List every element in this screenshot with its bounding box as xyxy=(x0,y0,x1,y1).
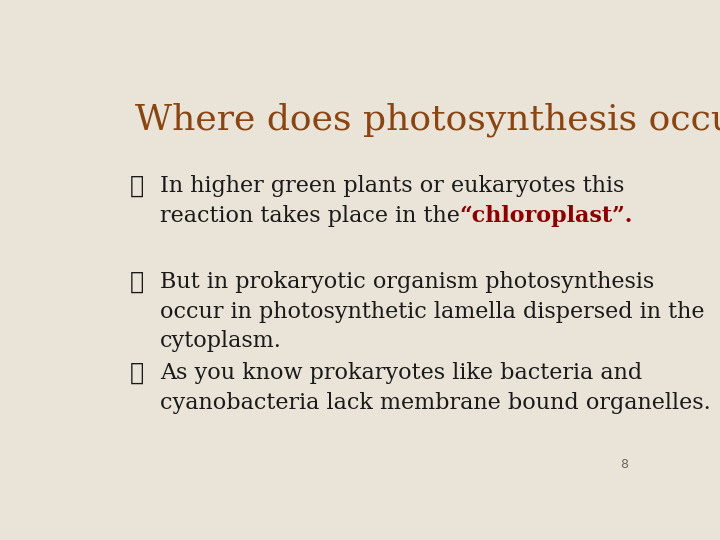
Text: ❖: ❖ xyxy=(130,362,144,385)
Text: Where does photosynthesis occur?: Where does photosynthesis occur? xyxy=(135,102,720,137)
Text: cyanobacteria lack membrane bound organelles.: cyanobacteria lack membrane bound organe… xyxy=(160,392,711,414)
Text: ❖: ❖ xyxy=(130,175,144,198)
Text: occur in photosynthetic lamella dispersed in the: occur in photosynthetic lamella disperse… xyxy=(160,301,704,322)
Text: reaction takes place in the: reaction takes place in the xyxy=(160,205,459,227)
Text: But in prokaryotic organism photosynthesis: But in prokaryotic organism photosynthes… xyxy=(160,271,654,293)
Text: cytoplasm.: cytoplasm. xyxy=(160,330,282,353)
Text: 8: 8 xyxy=(621,458,629,471)
Text: As you know prokaryotes like bacteria and: As you know prokaryotes like bacteria an… xyxy=(160,362,642,384)
Text: “chloroplast”.: “chloroplast”. xyxy=(459,205,633,227)
Text: In higher green plants or eukaryotes this: In higher green plants or eukaryotes thi… xyxy=(160,175,624,197)
Text: ❖: ❖ xyxy=(130,271,144,294)
